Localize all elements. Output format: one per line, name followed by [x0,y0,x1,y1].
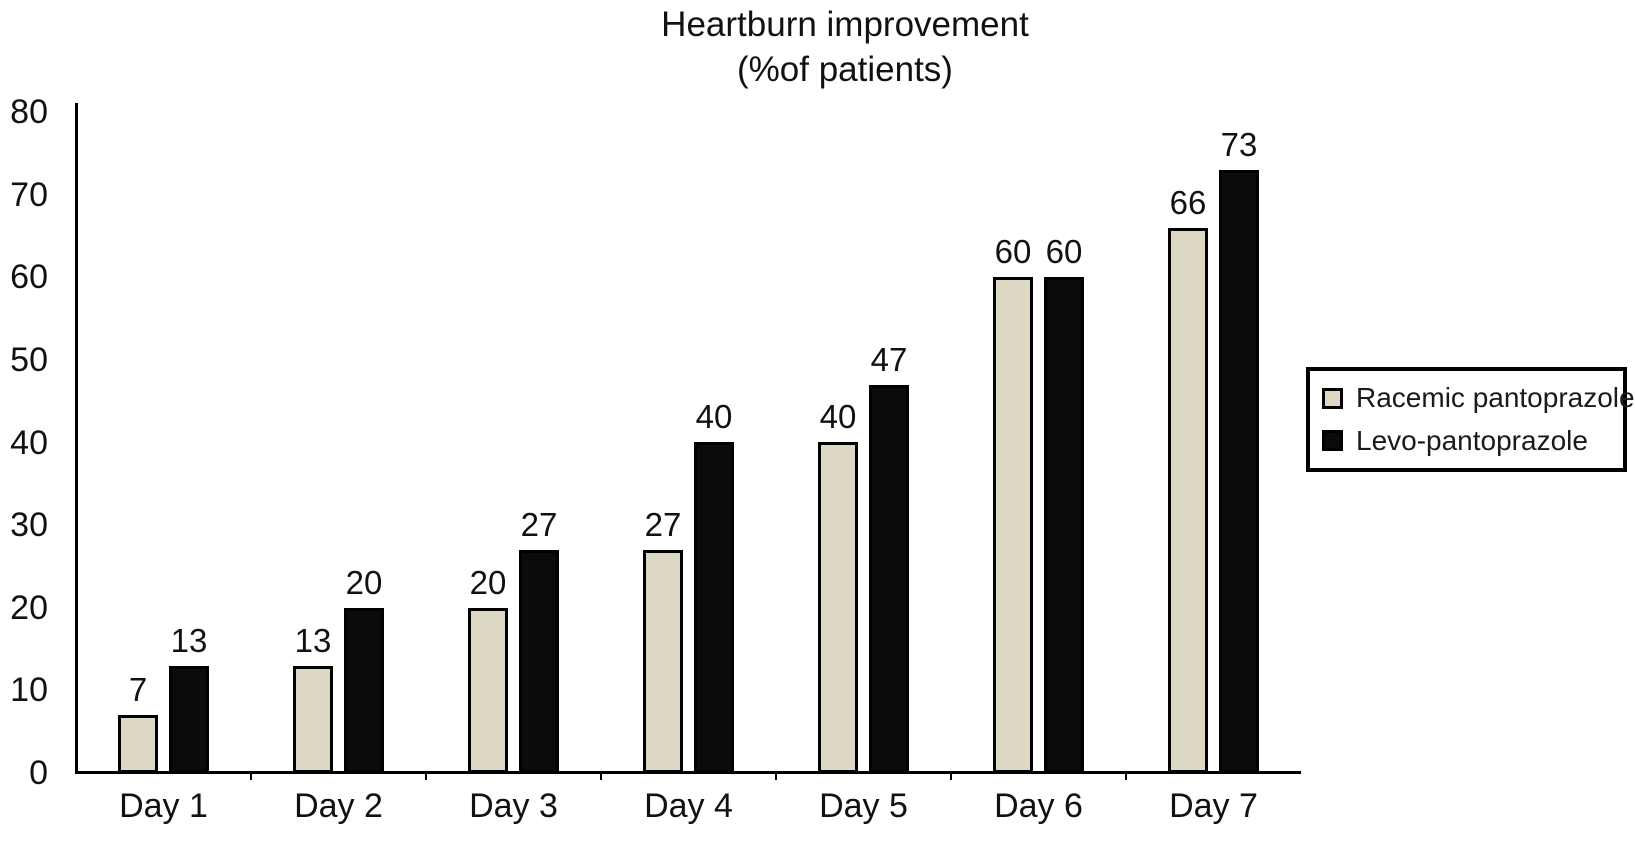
legend-item: Racemic pantoprazole [1322,382,1635,414]
x-axis-tick [425,774,427,780]
bar-racemic [818,442,858,773]
bar-value-label: 60 [1045,233,1083,270]
bar-value-label: 20 [469,564,507,601]
x-category-label: Day 1 [119,787,208,825]
bar-levo [169,666,209,773]
chart-title-line1: Heartburn improvement [661,5,1029,44]
y-tick-label: 0 [29,754,48,792]
y-axis-line [75,103,78,774]
bar-value-label: 27 [644,506,682,543]
legend-item-label: Levo-pantoprazole [1356,424,1588,456]
bar-value-label: 13 [170,622,208,659]
bar-value-label: 20 [345,564,383,601]
bar-levo [694,442,734,773]
x-category-label: Day 5 [819,787,908,825]
bar-value-label: 73 [1220,126,1258,163]
bar-value-label: 47 [870,341,908,378]
chart-title: Heartburn improvement (%of patients) [445,2,1245,92]
x-axis-line [75,771,1301,774]
bar-value-label: 7 [128,671,148,708]
bar-value-label: 60 [994,233,1032,270]
bar-value-label: 40 [819,398,857,435]
x-category-label: Day 3 [469,787,558,825]
y-tick-label: 10 [10,671,48,709]
bar-value-label: 27 [520,506,558,543]
y-tick-label: 70 [10,176,48,214]
x-axis-tick [250,774,252,780]
y-tick-label: 80 [10,93,48,131]
bar-racemic [293,666,333,773]
bar-racemic [118,715,158,773]
bar-levo [1044,277,1084,773]
x-axis-tick [950,774,952,780]
legend-swatch-racemic-icon [1322,387,1343,409]
legend-swatch-levo-icon [1322,430,1343,452]
bar-racemic [1168,228,1208,773]
y-tick-label: 50 [10,341,48,379]
bar-racemic [643,550,683,773]
bar-racemic [993,277,1033,773]
bar-levo [344,608,384,773]
bar-racemic [468,608,508,773]
x-axis-tick [600,774,602,780]
y-tick-label: 30 [10,506,48,544]
bar-levo [1219,170,1259,773]
legend-item: Levo-pantoprazole [1322,425,1623,457]
bar-value-label: 66 [1169,184,1207,221]
chart-title-line2: (%of patients) [737,50,953,89]
x-category-label: Day 6 [994,787,1083,825]
bar-value-label: 13 [294,622,332,659]
bar-levo [869,385,909,773]
legend: Racemic pantoprazole Levo-pantoprazole [1306,367,1635,472]
legend-item-label: Racemic pantoprazole [1356,382,1635,414]
x-axis-tick [775,774,777,780]
x-category-label: Day 7 [1169,787,1258,825]
bar-levo [519,550,559,773]
x-axis-tick [1125,774,1127,780]
y-tick-label: 40 [10,424,48,462]
x-category-label: Day 2 [294,787,383,825]
bar-value-label: 40 [695,398,733,435]
y-tick-label: 20 [10,589,48,627]
x-category-label: Day 4 [644,787,733,825]
y-tick-label: 60 [10,258,48,296]
